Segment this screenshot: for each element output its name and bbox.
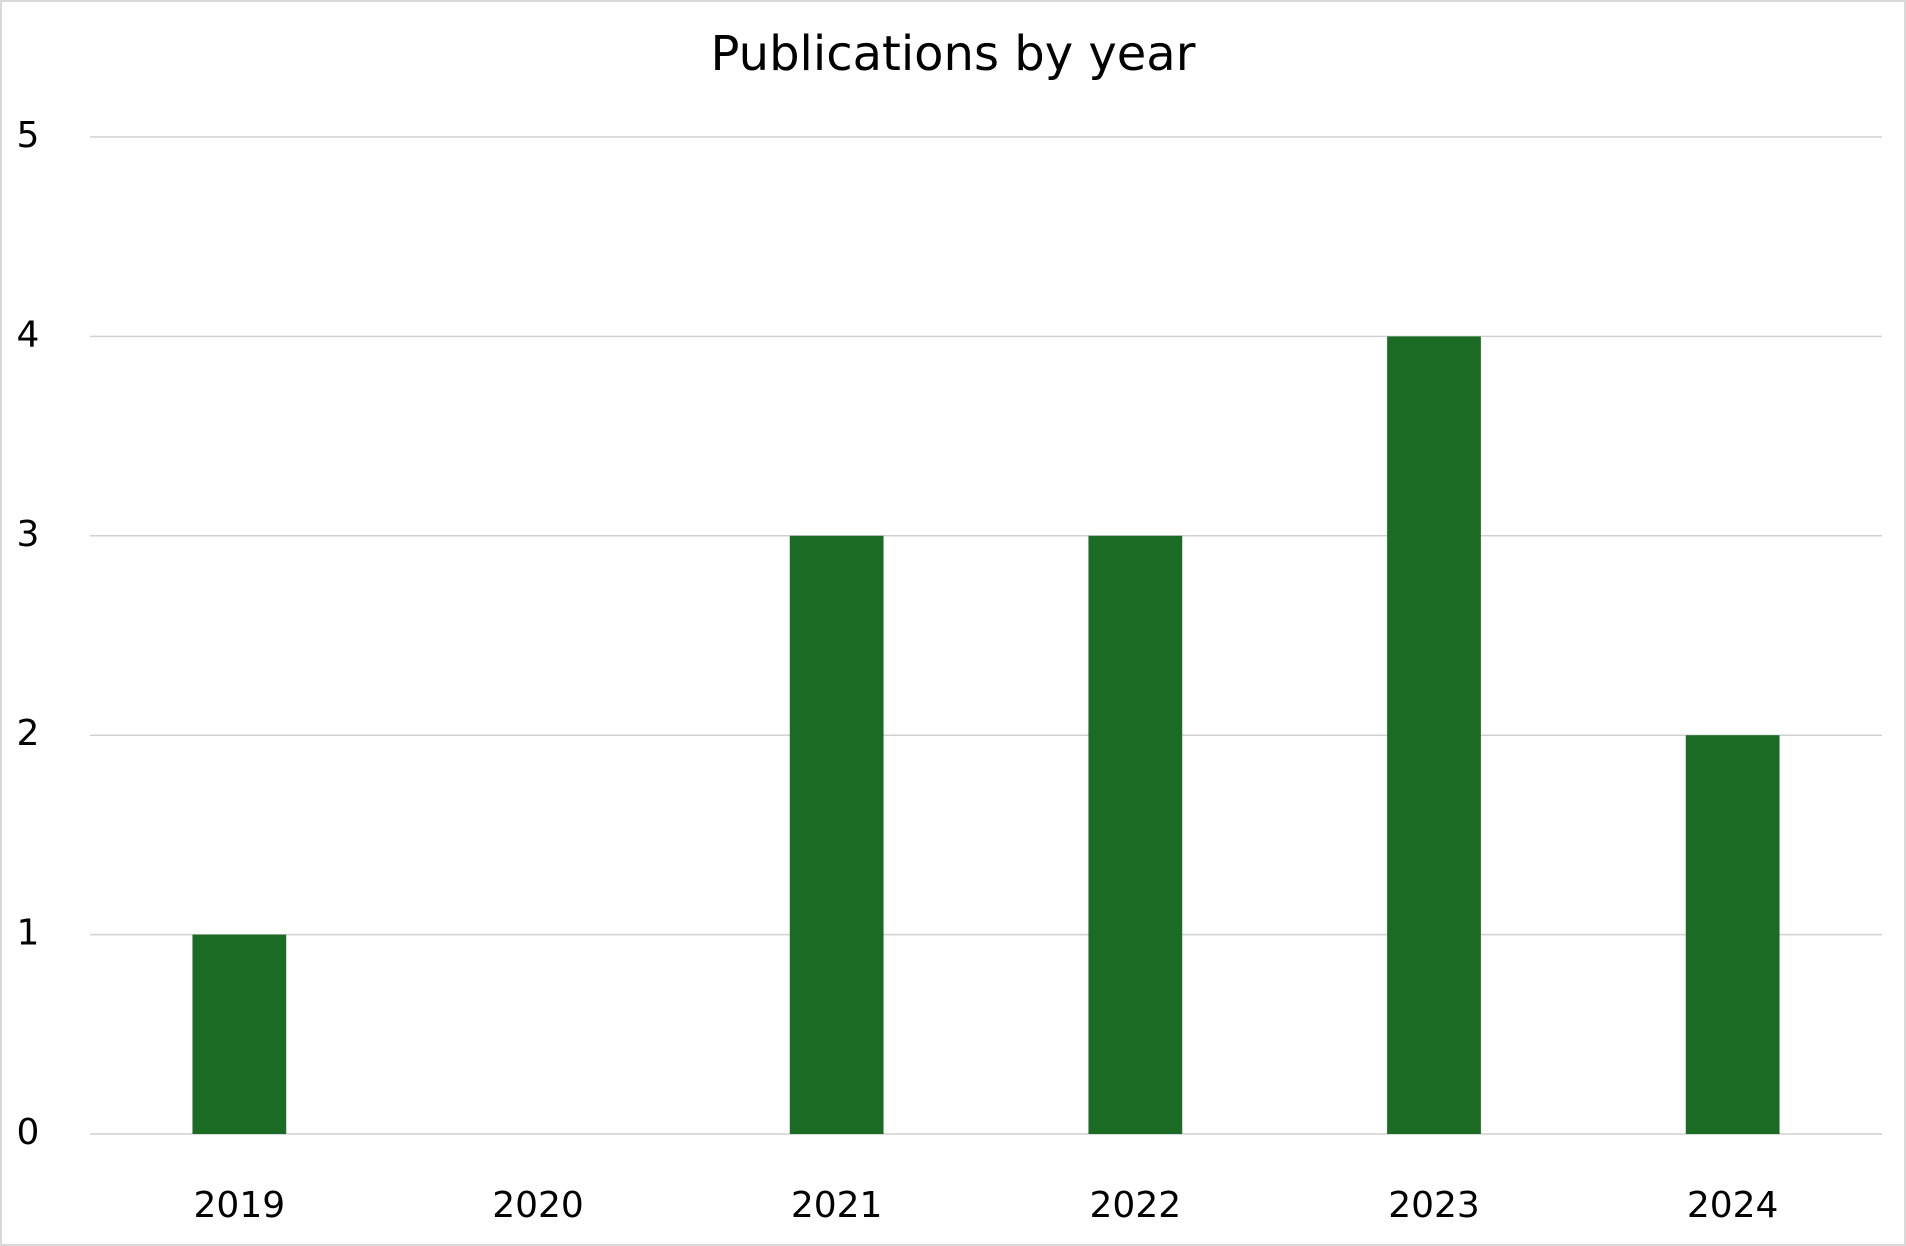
bar bbox=[1088, 535, 1183, 1134]
bar bbox=[1685, 735, 1780, 1134]
x-tick-label: 2020 bbox=[492, 1185, 584, 1226]
x-tick-label: 2019 bbox=[194, 1185, 286, 1226]
y-tick-label: 4 bbox=[17, 314, 40, 355]
y-tick-label: 5 bbox=[17, 115, 40, 156]
bar bbox=[192, 934, 287, 1134]
y-tick-label: 0 bbox=[17, 1112, 40, 1153]
y-tick-label: 2 bbox=[17, 713, 40, 754]
y-tick-label: 3 bbox=[17, 514, 40, 555]
x-tick-label: 2022 bbox=[1090, 1185, 1182, 1226]
bar bbox=[1387, 336, 1481, 1134]
y-tick-label: 1 bbox=[17, 913, 40, 954]
chart-title: Publications by year bbox=[711, 26, 1196, 82]
x-tick-label: 2023 bbox=[1388, 1185, 1480, 1226]
bar bbox=[789, 535, 884, 1134]
x-tick-label: 2024 bbox=[1687, 1185, 1779, 1226]
x-tick-label: 2021 bbox=[791, 1185, 883, 1226]
